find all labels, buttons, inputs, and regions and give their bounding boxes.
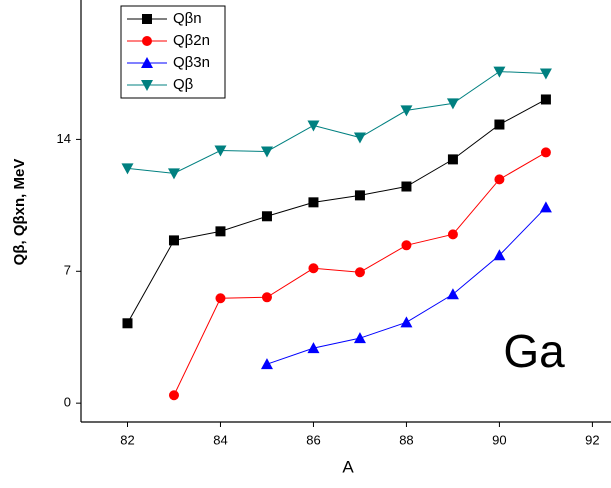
legend-label: Qβ2n (173, 32, 210, 49)
marker (307, 342, 320, 354)
marker (308, 197, 319, 208)
legend-label: Qβn (173, 10, 202, 27)
marker (447, 229, 458, 240)
marker (400, 316, 413, 328)
marker (354, 267, 365, 278)
marker (122, 318, 133, 329)
marker (215, 293, 226, 304)
marker (540, 147, 551, 158)
marker (214, 145, 227, 157)
marker (447, 154, 458, 165)
marker (168, 390, 179, 401)
marker (260, 146, 273, 158)
series-line (127, 99, 547, 324)
marker (446, 288, 459, 300)
legend-label: Qβ (173, 76, 194, 93)
y-tick-label: 7 (64, 263, 71, 278)
legend-label: Qβ3n (173, 54, 210, 71)
x-tick-label: 86 (306, 432, 320, 447)
marker (353, 132, 366, 144)
marker (167, 168, 180, 180)
marker (494, 174, 505, 185)
x-tick-label: 92 (585, 432, 599, 447)
marker (401, 181, 412, 192)
marker (494, 119, 505, 130)
marker (215, 226, 226, 237)
marker (539, 201, 552, 213)
marker (308, 263, 319, 274)
x-tick-label: 88 (399, 432, 413, 447)
marker (168, 235, 179, 246)
marker (401, 240, 412, 251)
y-tick-label: 0 (64, 395, 71, 410)
x-tick-label: 82 (120, 432, 134, 447)
marker (142, 36, 152, 46)
marker (260, 358, 273, 370)
marker (121, 163, 134, 175)
x-axis-label: A (342, 457, 354, 476)
marker (493, 249, 506, 261)
marker (261, 211, 272, 222)
legend-box (120, 5, 226, 99)
y-tick-label: 14 (57, 131, 71, 146)
series-line (127, 71, 546, 174)
x-tick-label: 90 (492, 432, 506, 447)
marker (307, 120, 320, 132)
marker (353, 332, 366, 344)
marker (141, 57, 153, 68)
marker (400, 105, 413, 117)
marker (539, 68, 552, 80)
marker (493, 66, 506, 78)
annotation: Ga (503, 325, 565, 377)
marker (261, 292, 272, 303)
marker (446, 98, 459, 110)
marker (354, 190, 365, 201)
y-axis-label: Qβ, Qβxn, MeV (11, 159, 28, 266)
x-tick-label: 84 (213, 432, 227, 447)
marker (142, 14, 152, 24)
marker (540, 94, 551, 105)
marker (141, 80, 153, 91)
